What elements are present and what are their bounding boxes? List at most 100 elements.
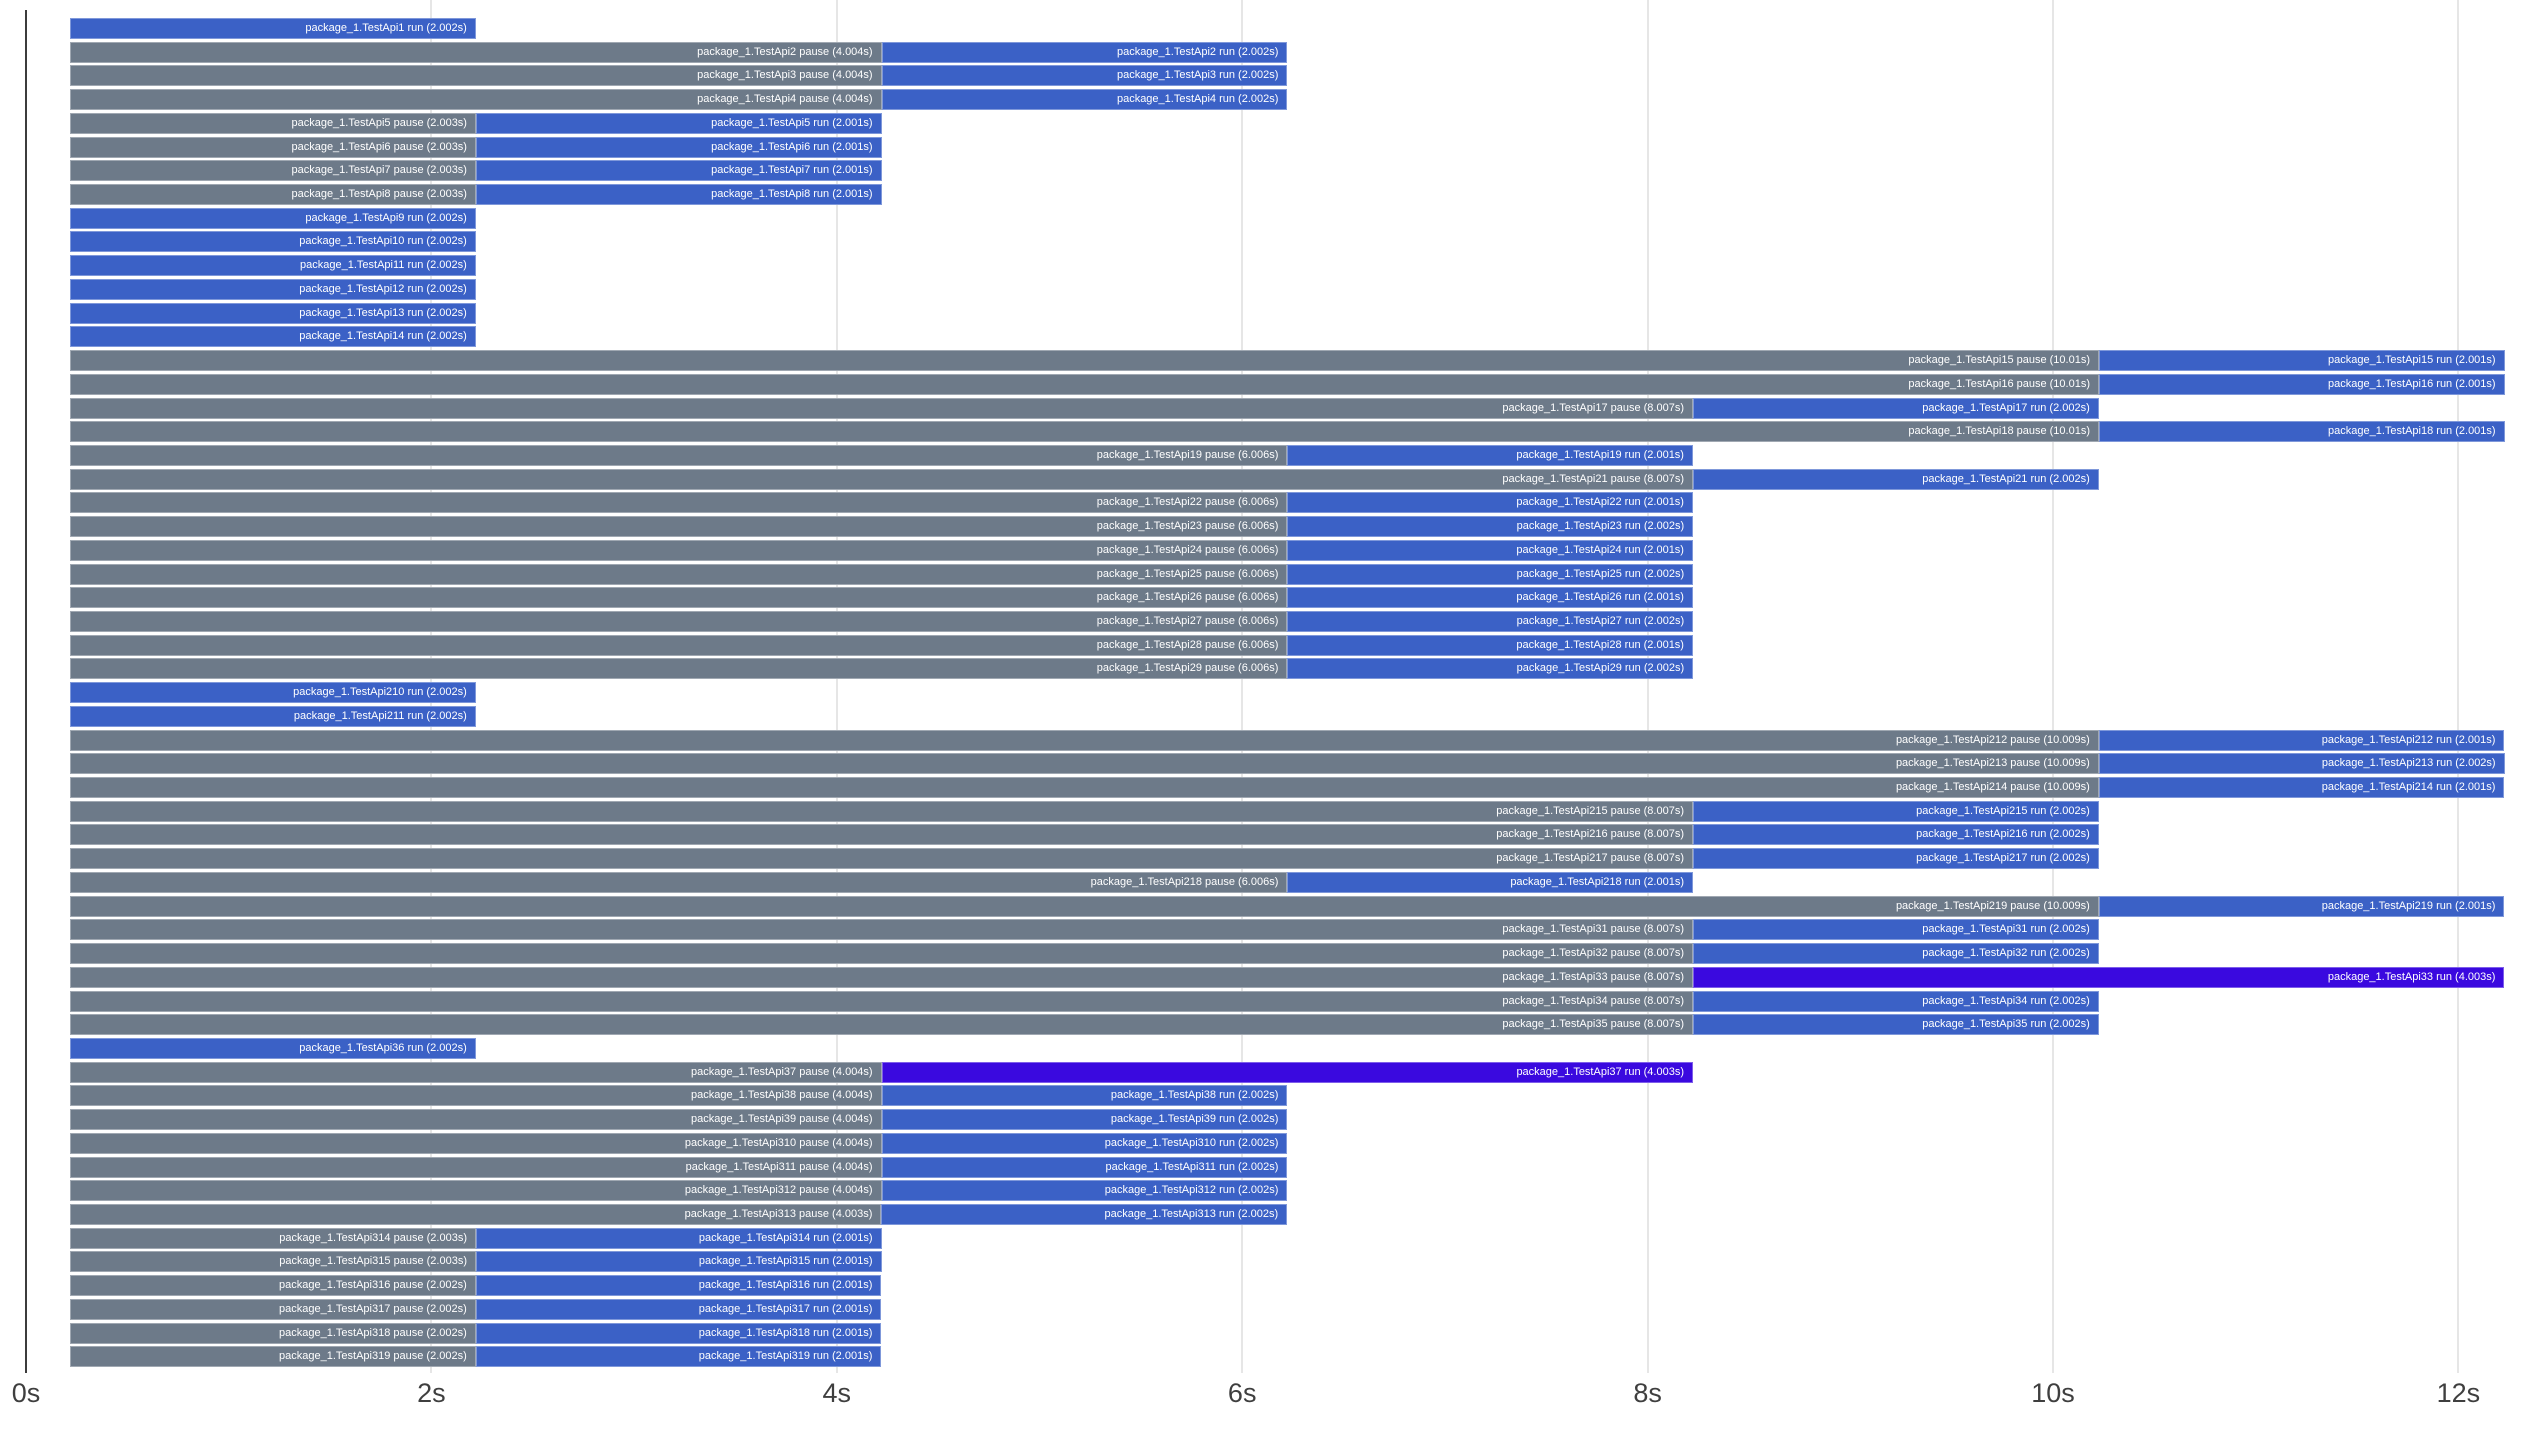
pause-bar[interactable]: package_1.TestApi26 pause (6.006s) [69,587,1288,609]
pause-bar[interactable]: package_1.TestApi19 pause (6.006s) [69,444,1288,466]
run-bar[interactable]: package_1.TestApi38 run (2.002s) [881,1085,1288,1107]
pause-bar[interactable]: package_1.TestApi29 pause (6.006s) [69,658,1288,680]
run-bar[interactable]: package_1.TestApi217 run (2.002s) [1693,848,2099,870]
pause-bar[interactable]: package_1.TestApi18 pause (10.01s) [69,421,2099,443]
pause-bar[interactable]: package_1.TestApi22 pause (6.006s) [69,492,1288,514]
pause-bar[interactable]: package_1.TestApi6 pause (2.003s) [69,136,476,158]
pause-bar[interactable]: package_1.TestApi316 pause (2.002s) [69,1275,476,1297]
run-bar[interactable]: package_1.TestApi36 run (2.002s) [69,1037,476,1059]
pause-bar[interactable]: package_1.TestApi38 pause (4.004s) [69,1085,882,1107]
pause-bar[interactable]: package_1.TestApi15 pause (10.01s) [69,350,2099,372]
pause-bar[interactable]: package_1.TestApi212 pause (10.009s) [69,729,2099,751]
run-bar[interactable]: package_1.TestApi28 run (2.001s) [1287,634,1693,656]
pause-bar[interactable]: package_1.TestApi214 pause (10.009s) [69,777,2099,799]
run-bar[interactable]: package_1.TestApi212 run (2.001s) [2098,729,2505,751]
run-bar[interactable]: package_1.TestApi318 run (2.001s) [475,1322,882,1344]
pause-bar[interactable]: package_1.TestApi27 pause (6.006s) [69,611,1288,632]
run-bar[interactable]: package_1.TestApi39 run (2.002s) [881,1109,1288,1131]
pause-bar[interactable]: package_1.TestApi25 pause (6.006s) [69,563,1288,585]
pause-bar[interactable]: package_1.TestApi8 pause (2.003s) [69,184,476,206]
run-bar[interactable]: package_1.TestApi33 run (4.003s) [1693,966,2505,988]
pause-bar[interactable]: package_1.TestApi219 pause (10.009s) [69,895,2099,917]
run-bar[interactable]: package_1.TestApi13 run (2.002s) [69,302,476,324]
run-bar[interactable]: package_1.TestApi10 run (2.002s) [69,231,476,253]
run-bar[interactable]: package_1.TestApi31 run (2.002s) [1693,919,2099,941]
run-bar[interactable]: package_1.TestApi316 run (2.001s) [475,1275,882,1297]
pause-bar[interactable]: package_1.TestApi33 pause (8.007s) [69,966,1693,988]
pause-bar[interactable]: package_1.TestApi318 pause (2.002s) [69,1322,476,1344]
pause-bar[interactable]: package_1.TestApi317 pause (2.002s) [69,1298,476,1320]
run-bar[interactable]: package_1.TestApi35 run (2.002s) [1693,1014,2099,1036]
run-bar[interactable]: package_1.TestApi17 run (2.002s) [1693,397,2099,419]
run-bar[interactable]: package_1.TestApi15 run (2.001s) [2099,350,2505,372]
pause-bar[interactable]: package_1.TestApi5 pause (2.003s) [69,112,476,134]
run-bar[interactable]: package_1.TestApi26 run (2.001s) [1287,587,1693,609]
pause-bar[interactable]: package_1.TestApi32 pause (8.007s) [69,943,1693,965]
run-bar[interactable]: package_1.TestApi32 run (2.002s) [1693,943,2099,965]
run-bar[interactable]: package_1.TestApi4 run (2.002s) [881,89,1288,111]
run-bar[interactable]: package_1.TestApi27 run (2.002s) [1287,611,1694,632]
run-bar[interactable]: package_1.TestApi319 run (2.001s) [475,1346,882,1368]
run-bar[interactable]: package_1.TestApi22 run (2.001s) [1287,492,1693,514]
pause-bar[interactable]: package_1.TestApi3 pause (4.004s) [69,65,882,87]
run-bar[interactable]: package_1.TestApi312 run (2.002s) [881,1180,1288,1202]
run-bar[interactable]: package_1.TestApi16 run (2.001s) [2099,373,2505,395]
run-bar[interactable]: package_1.TestApi3 run (2.002s) [881,65,1288,87]
run-bar[interactable]: package_1.TestApi8 run (2.001s) [475,184,882,206]
run-bar[interactable]: package_1.TestApi23 run (2.002s) [1287,516,1694,538]
run-bar[interactable]: package_1.TestApi317 run (2.001s) [475,1298,882,1320]
pause-bar[interactable]: package_1.TestApi215 pause (8.007s) [69,800,1693,822]
pause-bar[interactable]: package_1.TestApi21 pause (8.007s) [69,468,1693,490]
pause-bar[interactable]: package_1.TestApi218 pause (6.006s) [69,871,1288,893]
run-bar[interactable]: package_1.TestApi310 run (2.002s) [881,1132,1288,1154]
pause-bar[interactable]: package_1.TestApi34 pause (8.007s) [69,990,1693,1012]
pause-bar[interactable]: package_1.TestApi310 pause (4.004s) [69,1132,882,1154]
pause-bar[interactable]: package_1.TestApi39 pause (4.004s) [69,1109,882,1131]
pause-bar[interactable]: package_1.TestApi313 pause (4.003s) [69,1204,882,1225]
run-bar[interactable]: package_1.TestApi18 run (2.001s) [2099,421,2505,443]
run-bar[interactable]: package_1.TestApi219 run (2.001s) [2098,895,2505,917]
run-bar[interactable]: package_1.TestApi7 run (2.001s) [475,160,882,182]
run-bar[interactable]: package_1.TestApi214 run (2.001s) [2098,777,2505,799]
run-bar[interactable]: package_1.TestApi2 run (2.002s) [881,41,1288,63]
run-bar[interactable]: package_1.TestApi311 run (2.002s) [881,1156,1288,1178]
run-bar[interactable]: package_1.TestApi29 run (2.002s) [1287,658,1694,680]
run-bar[interactable]: package_1.TestApi25 run (2.002s) [1287,563,1694,585]
run-bar[interactable]: package_1.TestApi313 run (2.002s) [881,1204,1288,1225]
run-bar[interactable]: package_1.TestApi6 run (2.001s) [475,136,882,158]
run-bar[interactable]: package_1.TestApi14 run (2.002s) [69,326,476,348]
pause-bar[interactable]: package_1.TestApi7 pause (2.003s) [69,160,476,182]
run-bar[interactable]: package_1.TestApi24 run (2.001s) [1287,539,1693,561]
run-bar[interactable]: package_1.TestApi37 run (4.003s) [881,1061,1693,1083]
run-bar[interactable]: package_1.TestApi210 run (2.002s) [69,682,476,704]
pause-bar[interactable]: package_1.TestApi35 pause (8.007s) [69,1014,1693,1036]
run-bar[interactable]: package_1.TestApi216 run (2.002s) [1693,824,2099,846]
run-bar[interactable]: package_1.TestApi12 run (2.002s) [69,278,476,300]
run-bar[interactable]: package_1.TestApi213 run (2.002s) [2098,753,2505,775]
run-bar[interactable]: package_1.TestApi315 run (2.001s) [475,1251,882,1273]
pause-bar[interactable]: package_1.TestApi315 pause (2.003s) [69,1251,476,1273]
run-bar[interactable]: package_1.TestApi314 run (2.001s) [475,1227,882,1249]
run-bar[interactable]: package_1.TestApi5 run (2.001s) [475,112,882,134]
pause-bar[interactable]: package_1.TestApi28 pause (6.006s) [69,634,1288,656]
pause-bar[interactable]: package_1.TestApi319 pause (2.002s) [69,1346,476,1368]
run-bar[interactable]: package_1.TestApi1 run (2.002s) [69,18,476,39]
pause-bar[interactable]: package_1.TestApi217 pause (8.007s) [69,848,1693,870]
pause-bar[interactable]: package_1.TestApi23 pause (6.006s) [69,516,1288,538]
run-bar[interactable]: package_1.TestApi34 run (2.002s) [1693,990,2099,1012]
pause-bar[interactable]: package_1.TestApi213 pause (10.009s) [69,753,2099,775]
pause-bar[interactable]: package_1.TestApi16 pause (10.01s) [69,373,2099,395]
pause-bar[interactable]: package_1.TestApi2 pause (4.004s) [69,41,882,63]
run-bar[interactable]: package_1.TestApi19 run (2.001s) [1287,444,1693,466]
pause-bar[interactable]: package_1.TestApi312 pause (4.004s) [69,1180,882,1202]
pause-bar[interactable]: package_1.TestApi4 pause (4.004s) [69,89,882,111]
run-bar[interactable]: package_1.TestApi21 run (2.002s) [1693,468,2099,490]
run-bar[interactable]: package_1.TestApi215 run (2.002s) [1693,800,2099,822]
run-bar[interactable]: package_1.TestApi211 run (2.002s) [69,705,476,727]
pause-bar[interactable]: package_1.TestApi31 pause (8.007s) [69,919,1693,941]
pause-bar[interactable]: package_1.TestApi311 pause (4.004s) [69,1156,882,1178]
run-bar[interactable]: package_1.TestApi9 run (2.002s) [69,207,476,229]
pause-bar[interactable]: package_1.TestApi314 pause (2.003s) [69,1227,476,1249]
run-bar[interactable]: package_1.TestApi11 run (2.002s) [69,255,476,277]
pause-bar[interactable]: package_1.TestApi37 pause (4.004s) [69,1061,882,1083]
